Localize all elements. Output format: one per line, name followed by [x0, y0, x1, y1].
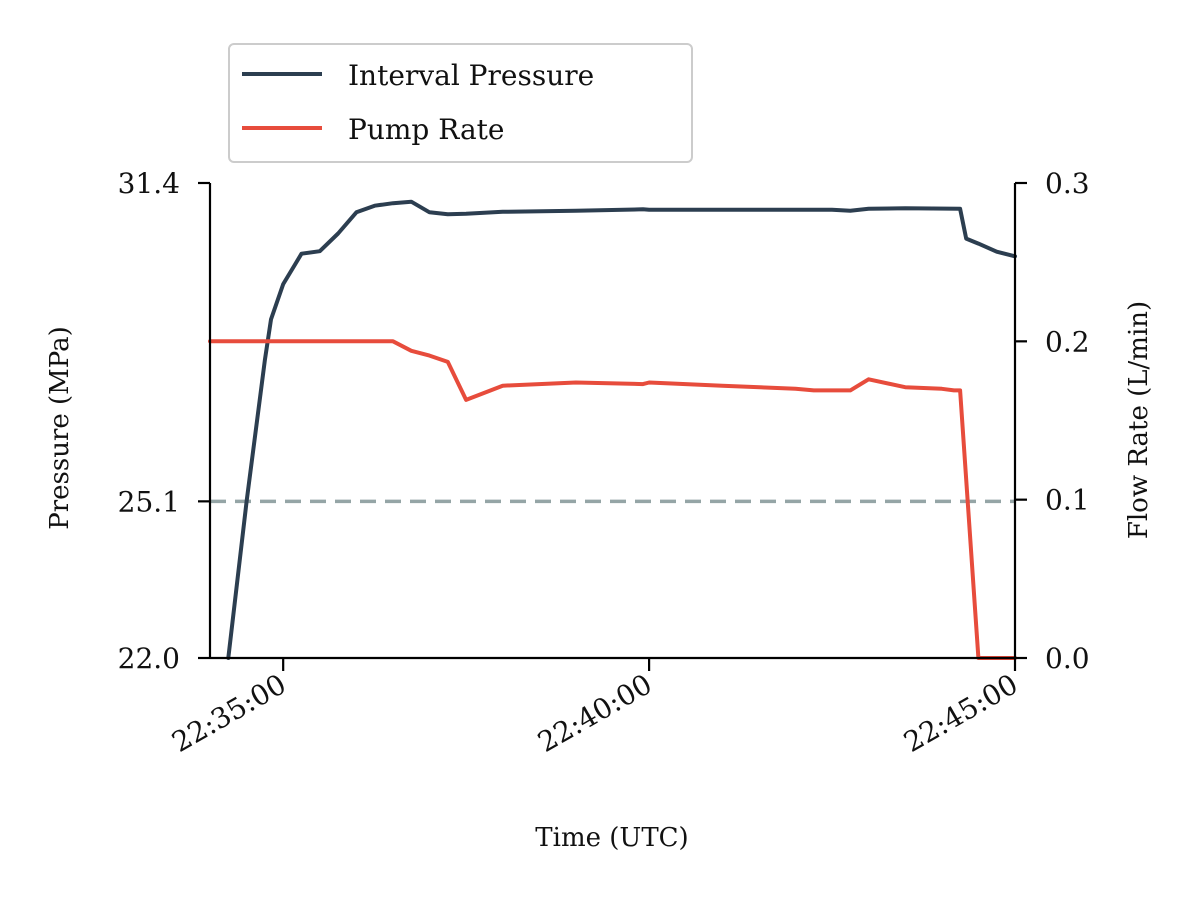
y-left-tick-label: 25.1	[118, 485, 180, 518]
y-right-ticks: 0.0 0.1 0.2 0.3	[1015, 167, 1090, 675]
y-left-axis-title: Pressure (MPa)	[45, 326, 75, 530]
y-left-ticks: 22.0 25.1 31.4	[118, 167, 210, 675]
series-line-pump-rate	[208, 339, 1017, 660]
x-axis-title: Time (UTC)	[535, 823, 688, 853]
y-right-tick-label: 0.3	[1045, 167, 1090, 200]
y-left-tick-label: 31.4	[118, 167, 180, 200]
y-right-tick-label: 0.0	[1045, 642, 1090, 675]
y-right-axis-title: Flow Rate (L/min)	[1124, 301, 1154, 539]
x-ticks: 22:35:00 22:40:00 22:45:00	[166, 658, 1024, 759]
y-right-tick-label: 0.1	[1045, 484, 1090, 517]
y-right-tick-label: 0.2	[1045, 325, 1090, 358]
x-tick-label: 22:35:00	[166, 667, 291, 758]
legend-box	[228, 43, 693, 163]
series-line-interval-pressure	[226, 199, 1017, 660]
series-layer	[208, 199, 1017, 660]
x-tick-label: 22:45:00	[898, 667, 1023, 758]
x-tick-label: 22:40:00	[532, 667, 657, 758]
legend-label-interval-pressure: Interval Pressure	[348, 59, 594, 92]
y-left-tick-label: 22.0	[118, 642, 180, 675]
legend: Interval Pressure Pump Rate	[228, 43, 693, 163]
legend-label-pump-rate: Pump Rate	[348, 113, 505, 146]
